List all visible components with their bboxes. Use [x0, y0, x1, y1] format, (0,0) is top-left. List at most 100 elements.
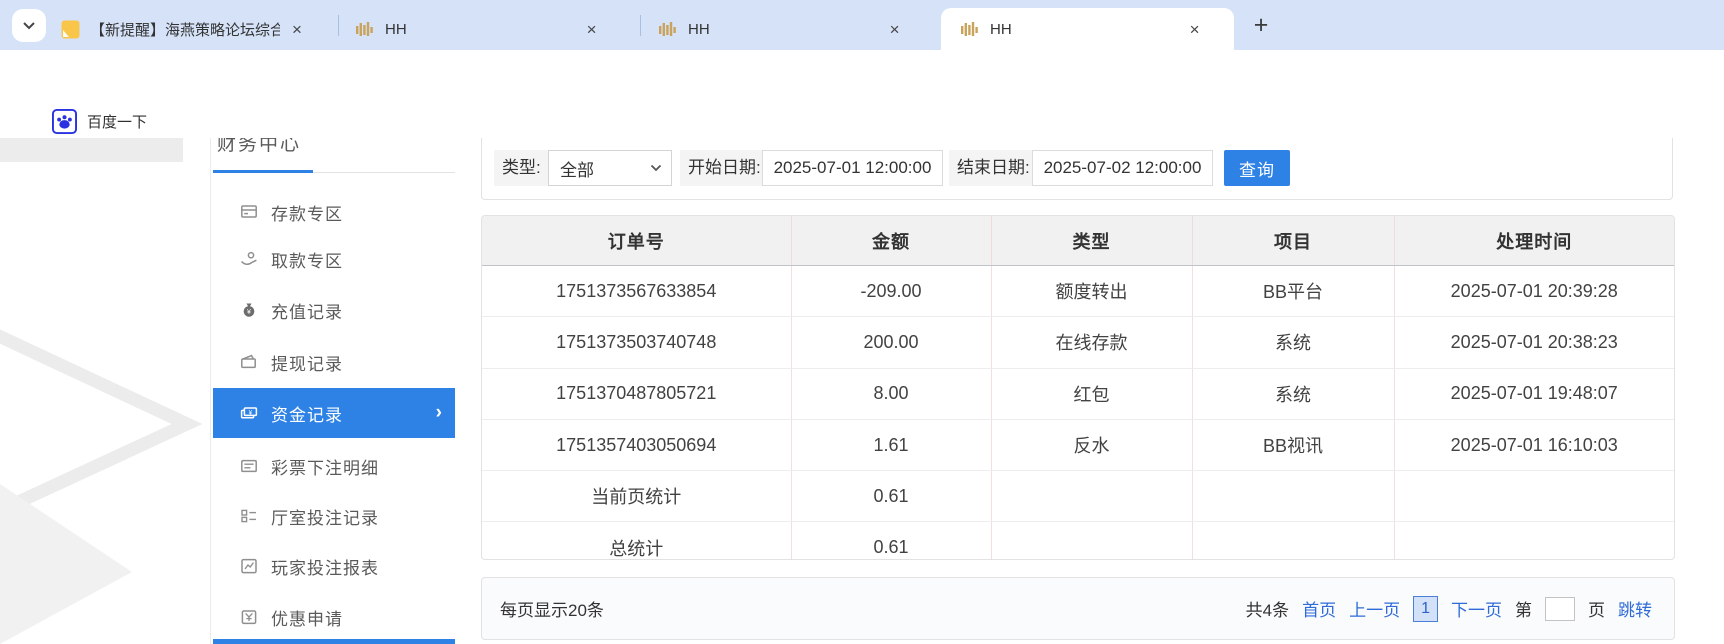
bookmark-label: 百度一下	[87, 114, 148, 131]
start-date-input[interactable]	[762, 150, 943, 186]
sidebar-item-lottery-bet-detail[interactable]: 彩票下注明细	[213, 444, 455, 488]
cell-amount: 0.61	[791, 470, 992, 523]
svg-text:¥: ¥	[249, 409, 253, 416]
col-project: 项目	[1192, 216, 1395, 266]
table-row-grand-total: 总统计 0.61	[482, 521, 1674, 559]
next-page-link[interactable]: 下一页	[1451, 601, 1502, 620]
table-row: 1751373567633854 -209.00 额度转出 BB平台 2025-…	[482, 265, 1674, 318]
sidebar-item-label: 存款专区	[271, 204, 343, 224]
sidebar-divider	[210, 138, 211, 644]
tab-search-button[interactable]	[12, 9, 46, 42]
records-table: 订单号 金额 类型 项目 处理时间 1751373567633854 -209.…	[482, 216, 1674, 559]
sidebar-item-player-bet-report[interactable]: 玩家投注报表	[213, 544, 455, 588]
table-row: 1751373503740748 200.00 在线存款 系统 2025-07-…	[482, 316, 1674, 369]
sidebar-item-recharge-record[interactable]: ¥ 充值记录	[213, 288, 455, 332]
watermark-block	[0, 138, 183, 162]
browser-toolbar: yl756.com/hhcp/usercenter.html?iniType=6	[0, 50, 1724, 148]
gold-waveform-favicon-icon	[658, 19, 678, 39]
tab-strip: 【新提醒】海燕策略论坛综合交 × HH ×	[0, 0, 1724, 50]
close-tab-icon[interactable]: ×	[586, 19, 597, 39]
banknotes-icon: ¥	[240, 404, 258, 422]
pagination-bar: 每页显示20条 共4条 首页 上一页 1 下一页 第 页 跳转	[481, 577, 1675, 640]
jump-page-input[interactable]	[1545, 596, 1575, 621]
close-tab-icon[interactable]: ×	[292, 19, 302, 39]
tab-title: HH	[688, 20, 710, 38]
bookmarks-bar: 百度一下	[0, 105, 1724, 139]
cell-label: 总统计	[482, 521, 792, 559]
page-size-text: 每页显示20条	[500, 601, 604, 620]
table-row: 1751357403050694 1.61 反水 BB视讯 2025-07-01…	[482, 419, 1674, 472]
page-content: 财务中心 存款专区 取款专区 ¥ 充值记录 提现记录	[0, 138, 1724, 644]
current-page[interactable]: 1	[1413, 595, 1438, 622]
cell-amount: 1.61	[791, 419, 992, 472]
money-bag-icon: ¥	[240, 301, 258, 319]
list-card-icon	[240, 457, 258, 475]
sidebar-item-deposit-zone[interactable]: 存款专区	[213, 190, 455, 234]
tab-hh-2[interactable]: HH ×	[658, 8, 900, 50]
records-table-card: 订单号 金额 类型 项目 处理时间 1751373567633854 -209.…	[481, 215, 1675, 560]
tab-title: 【新提醒】海燕策略论坛综合交	[90, 21, 280, 39]
col-order-id: 订单号	[482, 216, 792, 266]
cell-amount: -209.00	[791, 265, 992, 318]
note-favicon-icon	[60, 19, 80, 39]
cell-time: 2025-07-01 16:10:03	[1394, 419, 1674, 472]
cell-amount: 8.00	[791, 368, 992, 420]
cell-type: 反水	[991, 419, 1193, 472]
svg-text:¥: ¥	[247, 309, 251, 316]
sidebar-header-underline	[213, 170, 313, 173]
type-select-value: 全部	[560, 160, 594, 180]
hand-coin-icon	[240, 250, 258, 268]
bookmark-baidu[interactable]: 百度一下	[42, 109, 147, 134]
sidebar-item-label: 资金记录	[271, 405, 343, 425]
type-label: 类型:	[494, 150, 549, 186]
col-process-time: 处理时间	[1394, 216, 1674, 266]
tab-title: HH	[385, 20, 407, 38]
sidebar-item-label: 优惠申请	[271, 609, 343, 629]
first-page-link[interactable]: 首页	[1302, 601, 1337, 620]
chevron-down-icon	[650, 164, 662, 172]
baidu-paw-icon	[52, 109, 77, 134]
cell-order-id: 1751373567633854	[482, 265, 792, 318]
sidebar-item-hall-bet-record[interactable]: 厅室投注记录	[213, 494, 455, 538]
cell-label: 当前页统计	[482, 470, 792, 523]
cell-amount: 200.00	[791, 316, 992, 369]
tab-title: HH	[990, 20, 1012, 38]
cell-type: 红包	[991, 368, 1193, 420]
end-date-input[interactable]	[1032, 150, 1213, 186]
chart-icon	[240, 557, 258, 575]
chevron-down-icon	[22, 21, 36, 30]
coupon-icon	[240, 608, 258, 626]
wallet-icon	[240, 353, 258, 371]
jump-suffix: 页	[1588, 601, 1605, 620]
cell-time: 2025-07-01 20:39:28	[1394, 265, 1674, 318]
sidebar-item-withdraw-zone[interactable]: 取款专区	[213, 237, 455, 281]
tab-divider	[640, 15, 641, 36]
close-tab-icon[interactable]: ×	[1189, 19, 1200, 39]
search-button[interactable]: 查询	[1224, 150, 1290, 186]
sidebar-item-withdraw-record[interactable]: 提现记录	[213, 340, 455, 384]
cell-time: 2025-07-01 20:38:23	[1394, 316, 1674, 369]
sidebar-item-label: 厅室投注记录	[271, 508, 379, 528]
tab-hh-active[interactable]: HH ×	[941, 8, 1234, 50]
sidebar-item-promo-apply[interactable]: 优惠申请	[213, 595, 455, 639]
jump-action-link[interactable]: 跳转	[1618, 601, 1652, 620]
table-header-row: 订单号 金额 类型 项目 处理时间	[482, 216, 1674, 266]
sidebar-item-label: 玩家投注报表	[271, 558, 379, 578]
prev-page-link[interactable]: 上一页	[1349, 601, 1401, 620]
close-tab-icon[interactable]: ×	[889, 19, 900, 39]
tab-forum[interactable]: 【新提醒】海燕策略论坛综合交 ×	[60, 8, 302, 50]
filter-bar: 类型: 全部 开始日期: 结束日期: 查询	[481, 138, 1673, 200]
sidebar-item-label: 充值记录	[271, 302, 343, 322]
end-date-label: 结束日期:	[949, 150, 1038, 186]
deposit-terminal-icon	[240, 203, 258, 221]
cell-type: 额度转出	[991, 265, 1193, 318]
type-select[interactable]: 全部	[548, 150, 672, 186]
tab-hh-1[interactable]: HH ×	[355, 8, 597, 50]
new-tab-button[interactable]: +	[1253, 10, 1269, 39]
sidebar-item-funds-record[interactable]: ¥ 资金记录 ›	[213, 388, 455, 438]
cell-type: 在线存款	[991, 316, 1193, 369]
table-row: 1751370487805721 8.00 红包 系统 2025-07-01 1…	[482, 368, 1674, 420]
sidebar-item-label: 提现记录	[271, 354, 343, 374]
cell-order-id: 1751373503740748	[482, 316, 792, 369]
